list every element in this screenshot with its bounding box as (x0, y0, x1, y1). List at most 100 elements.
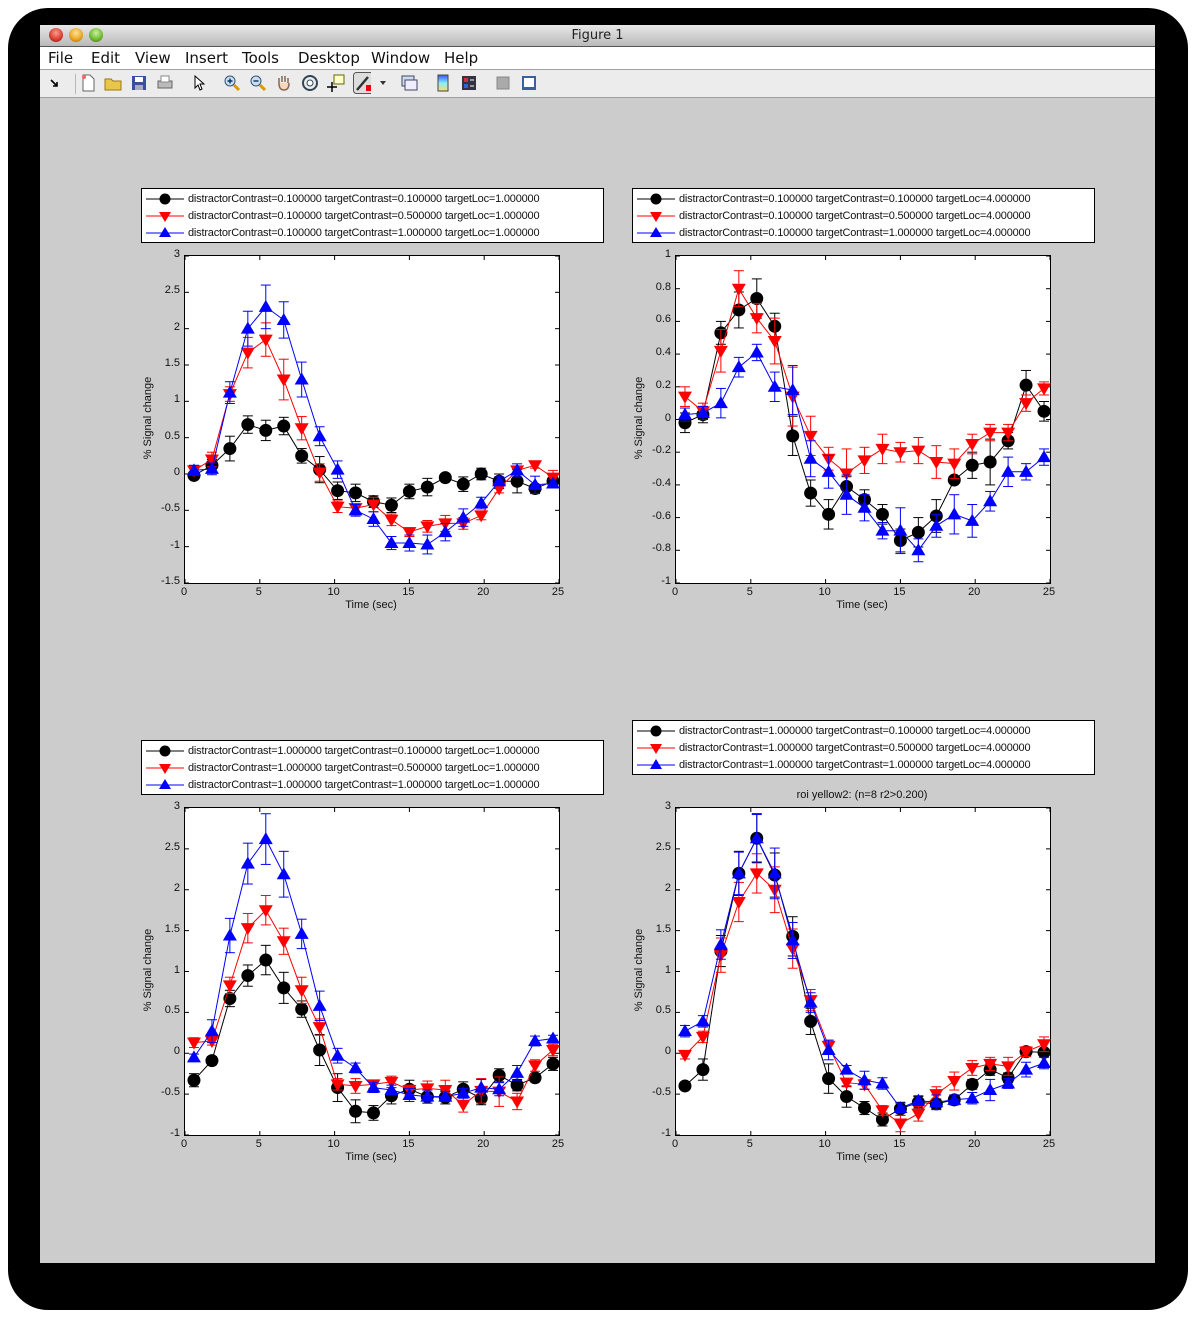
brush-icon[interactable] (353, 72, 371, 94)
menu-help[interactable]: Help (444, 49, 479, 67)
hide-plot-tools-icon[interactable] (494, 74, 512, 92)
legend[interactable]: distractorContrast=1.000000 targetContra… (141, 740, 604, 795)
plot-title: roi yellow2: (n=8 r2>0.200) (796, 789, 928, 801)
new-figure-icon[interactable] (79, 74, 97, 92)
y-axis-label: % Signal change (633, 376, 645, 459)
x-tick-label: 25 (1042, 586, 1056, 598)
menu-file[interactable]: File (48, 49, 74, 67)
y-tick-label: 0 (173, 466, 180, 478)
legend-label: distractorContrast=0.100000 targetContra… (188, 192, 540, 205)
rotate-3d-icon[interactable] (301, 74, 319, 92)
y-tick-label: -0.5 (161, 502, 180, 515)
plot-axes[interactable] (675, 255, 1052, 584)
x-tick-label: 5 (746, 586, 753, 598)
zoom-button[interactable] (89, 28, 103, 42)
x-tick-label: 20 (477, 586, 490, 598)
open-file-icon[interactable] (104, 74, 122, 92)
menu-insert[interactable]: Insert (185, 49, 229, 67)
toolbar-separator (75, 74, 76, 94)
menu-edit[interactable]: Edit (91, 49, 121, 67)
close-button[interactable] (49, 28, 63, 42)
y-tick-label: 0 (173, 1045, 180, 1058)
legend-entry: distractorContrast=0.100000 targetContra… (142, 207, 603, 224)
legend-entry: distractorContrast=0.100000 targetContra… (633, 224, 1094, 241)
y-tick-label: -1 (170, 1127, 180, 1139)
legend-entry: distractorContrast=1.000000 targetContra… (142, 776, 603, 793)
data-cursor-icon[interactable] (327, 74, 345, 92)
plot-axes[interactable] (184, 255, 561, 584)
brush-dropdown-icon[interactable] (374, 74, 392, 92)
legend-entry: distractorContrast=1.000000 targetContra… (633, 739, 1094, 756)
menu-window[interactable]: Window (371, 49, 431, 67)
figure-window: Figure 1 File Edit View Insert Tools Des… (40, 25, 1155, 1263)
y-tick-label: -0.6 (652, 509, 671, 522)
zoom-out-icon[interactable] (249, 74, 267, 92)
colorbar-icon[interactable] (434, 74, 452, 92)
x-tick-label: 15 (893, 1138, 906, 1150)
x-axis-label: Time (sec) (836, 1151, 888, 1163)
figure-canvas: distractorContrast=0.100000 targetContra… (40, 98, 1155, 1263)
pan-hand-icon[interactable] (275, 74, 293, 92)
show-plot-tools-icon[interactable] (520, 74, 538, 92)
legend-entry: distractorContrast=1.000000 targetContra… (142, 759, 603, 776)
y-tick-label: 0.2 (655, 378, 671, 391)
y-tick-label: 0.5 (164, 429, 180, 442)
legend-entry: distractorContrast=1.000000 targetContra… (633, 756, 1094, 773)
x-tick-label: 0 (180, 586, 188, 598)
y-tick-label: 0.5 (164, 1004, 180, 1017)
plot-lines (675, 807, 1052, 1136)
y-tick-label: -0.2 (652, 444, 671, 457)
save-icon[interactable] (130, 74, 148, 92)
legend-label: distractorContrast=1.000000 targetContra… (679, 724, 1031, 737)
legend-label: distractorContrast=1.000000 targetContra… (679, 741, 1031, 754)
legend-label: distractorContrast=0.100000 targetContra… (679, 226, 1031, 239)
x-tick-label: 5 (746, 1138, 753, 1150)
link-plot-icon[interactable] (400, 74, 418, 92)
minimize-button[interactable] (69, 28, 83, 42)
x-tick-label: 10 (818, 586, 831, 598)
legend-label: distractorContrast=1.000000 targetContra… (679, 758, 1031, 771)
x-tick-label: 25 (551, 1138, 565, 1150)
print-icon[interactable] (156, 74, 174, 92)
x-tick-label: 5 (255, 586, 262, 598)
plot-axes[interactable] (675, 807, 1052, 1136)
triangle-up-marker-icon (637, 226, 675, 237)
x-axis-label: Time (sec) (345, 1151, 397, 1163)
x-tick-label: 20 (968, 1138, 981, 1150)
menu-view[interactable]: View (135, 49, 171, 67)
legend-label: distractorContrast=0.100000 targetContra… (188, 226, 540, 239)
y-tick-label: 1.5 (164, 357, 180, 369)
triangle-down-marker-icon (146, 763, 184, 774)
zoom-in-icon[interactable] (223, 74, 241, 92)
plot-axes[interactable] (184, 807, 561, 1136)
x-tick-label: 15 (402, 586, 415, 598)
y-tick-label: 2.5 (164, 284, 180, 297)
legend-label: distractorContrast=0.100000 targetContra… (188, 209, 540, 222)
y-tick-label: 3 (173, 248, 180, 260)
plot-lines (184, 255, 561, 584)
x-tick-label: 10 (818, 1138, 831, 1150)
legend[interactable]: distractorContrast=1.000000 targetContra… (632, 720, 1095, 775)
y-tick-label: 2.5 (655, 840, 671, 853)
y-tick-label: 1 (173, 393, 180, 406)
legend-icon[interactable] (460, 74, 478, 92)
menu-desktop[interactable]: Desktop (298, 49, 360, 67)
x-tick-label: 0 (671, 1138, 679, 1150)
y-tick-label: -1.5 (161, 575, 180, 587)
y-tick-label: -1 (661, 575, 671, 587)
circle-marker-icon (637, 193, 675, 204)
title-bar[interactable]: Figure 1 (40, 25, 1155, 47)
x-tick-label: 5 (255, 1138, 262, 1150)
legend[interactable]: distractorContrast=0.100000 targetContra… (632, 188, 1095, 243)
x-tick-label: 25 (1042, 1138, 1056, 1150)
legend-label: distractorContrast=0.100000 targetContra… (679, 192, 1031, 205)
legend[interactable]: distractorContrast=0.100000 targetContra… (141, 188, 604, 243)
y-tick-label: 2 (173, 881, 180, 894)
menu-tools[interactable]: Tools (242, 49, 279, 67)
y-tick-label: 1.5 (164, 922, 180, 935)
pointer-icon[interactable] (190, 74, 208, 92)
toolbar (40, 70, 1155, 98)
y-tick-label: 2.5 (164, 840, 180, 853)
y-tick-label: -0.5 (161, 1086, 180, 1099)
dock-arrow-icon[interactable] (45, 74, 63, 92)
